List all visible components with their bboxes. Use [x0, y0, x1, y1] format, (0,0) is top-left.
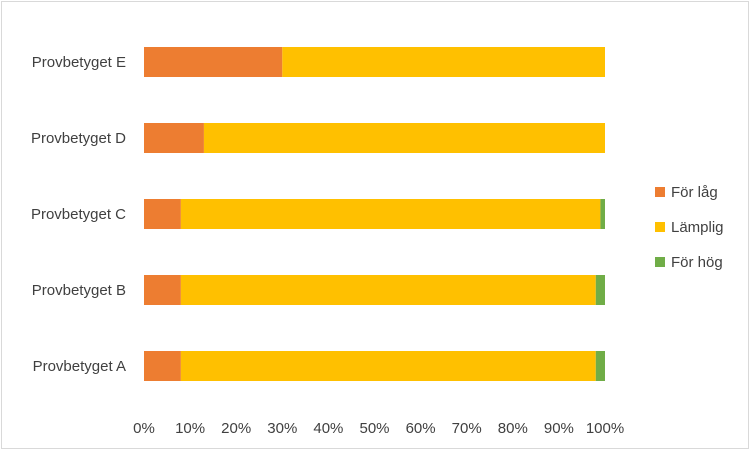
x-tick-label: 40% [313, 420, 343, 437]
category-label: Provbetyget E [32, 54, 126, 71]
category-label: Provbetyget B [32, 282, 126, 299]
bar-segment [144, 275, 181, 305]
legend-swatch [655, 257, 665, 267]
chart-frame: Provbetyget E Provbetyget D Provbetyget C P… [1, 1, 749, 449]
x-tick-label: 100% [586, 420, 624, 437]
bar-segment [144, 123, 204, 153]
legend-label: För låg [671, 184, 718, 201]
bar-segment [595, 351, 605, 381]
bar-segment [203, 123, 605, 153]
x-tick-label: 80% [498, 420, 528, 437]
x-tick-label: 50% [359, 420, 389, 437]
x-tick-label: 20% [221, 420, 251, 437]
x-tick-label: 70% [452, 420, 482, 437]
category-label: Provbetyget D [31, 130, 126, 147]
x-tick-label: 90% [544, 420, 574, 437]
x-tick-label: 30% [267, 420, 297, 437]
bar-segment [595, 275, 605, 305]
bar-segment [144, 351, 181, 381]
bar-segment [180, 275, 596, 305]
bar-segment [180, 351, 596, 381]
x-tick-label: 0% [133, 420, 155, 437]
legend-swatch [655, 187, 665, 197]
bar-segment [144, 47, 283, 77]
category-label: Provbetyget A [33, 358, 126, 375]
bar-segment [600, 199, 605, 229]
x-tick-label: 10% [175, 420, 205, 437]
category-label: Provbetyget C [31, 206, 126, 223]
stacked-bar-chart: Provbetyget E Provbetyget D Provbetyget C P… [31, 47, 724, 437]
x-tick-label: 60% [406, 420, 436, 437]
legend-label: Lämplig [671, 219, 724, 236]
bar-segment [144, 199, 181, 229]
legend-swatch [655, 222, 665, 232]
legend-label: För hög [671, 254, 723, 271]
bar-segment [282, 47, 605, 77]
bar-segment [180, 199, 601, 229]
